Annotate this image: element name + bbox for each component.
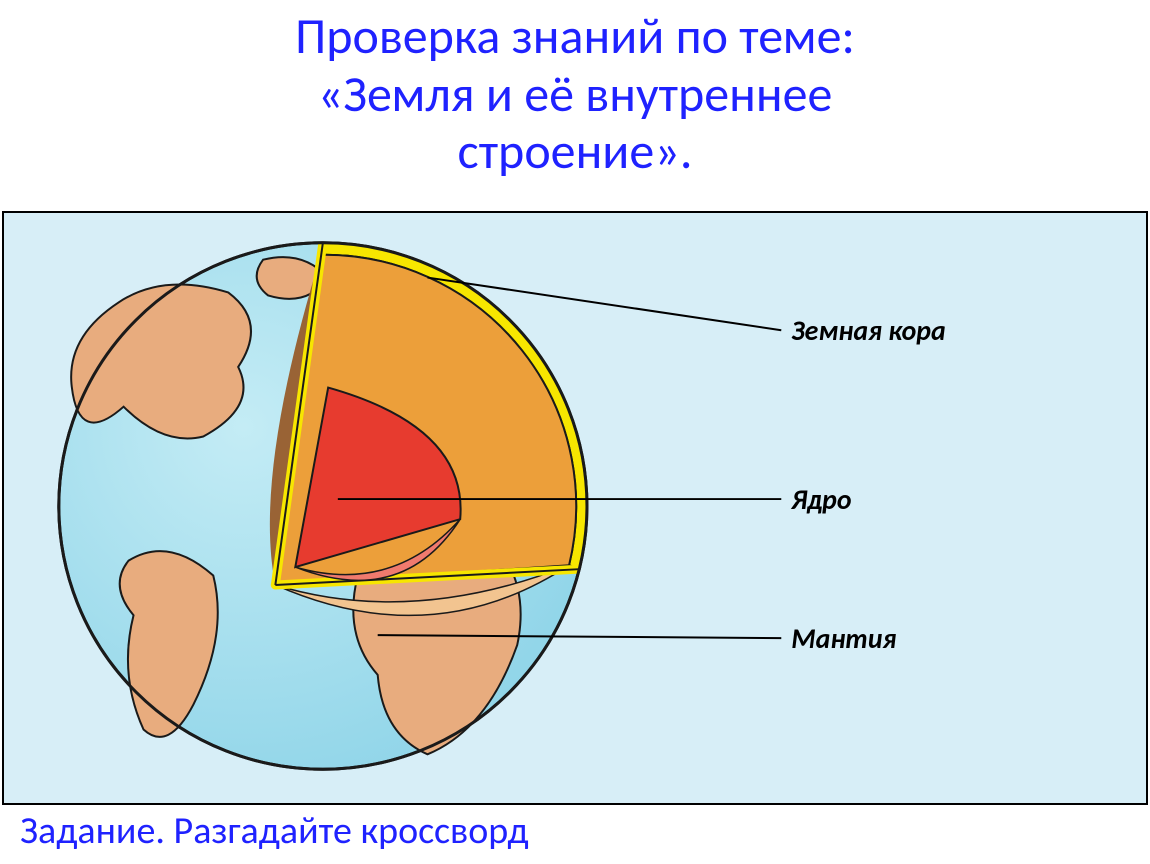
title-line-1: Проверка знаний по теме: bbox=[295, 6, 855, 67]
slide-title: Проверка знаний по теме: «Земля и её вну… bbox=[0, 0, 1150, 181]
title-line-3: строение». bbox=[458, 121, 693, 182]
earth-diagram: Земная кора Ядро Мантия bbox=[4, 213, 1146, 803]
diagram-label: Земная кора bbox=[791, 314, 946, 348]
diagram-label: Мантия bbox=[791, 622, 896, 656]
task-text: Задание. Разгадайте кроссворд bbox=[20, 808, 529, 854]
diagram-label: Ядро bbox=[790, 483, 851, 517]
diagram-frame: Земная кора Ядро Мантия bbox=[2, 211, 1148, 805]
title-line-2: «Земля и её внутреннее bbox=[318, 64, 833, 125]
